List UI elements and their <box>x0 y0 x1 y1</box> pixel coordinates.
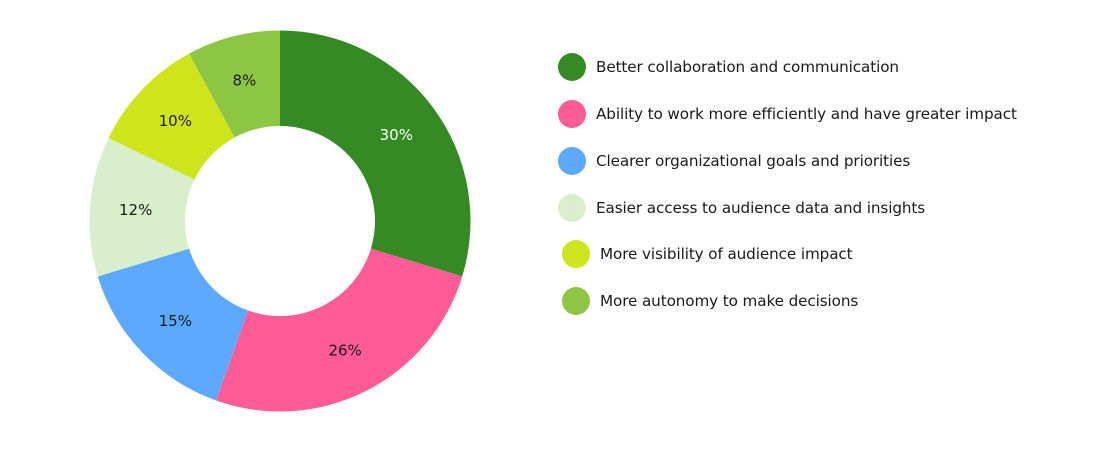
slice-percent-label: 26% <box>328 341 361 359</box>
donut-slices <box>89 30 471 412</box>
legend-label: Better collaboration and communication <box>596 58 899 76</box>
legend-swatch-icon <box>558 100 586 128</box>
slice-percent-label: 30% <box>380 126 413 144</box>
legend-label: Ability to work more efficiently and hav… <box>596 105 1017 123</box>
legend-item-autonomy: More autonomy to make decisions <box>562 286 858 316</box>
donut-slice <box>97 248 249 401</box>
legend-label: More visibility of audience impact <box>600 245 853 263</box>
donut-slice <box>216 248 463 412</box>
legend-item-goals: Clearer organizational goals and priorit… <box>558 146 910 176</box>
slice-percent-label: 15% <box>159 312 192 330</box>
donut-slice <box>280 30 471 277</box>
slice-percent-label: 10% <box>159 112 192 130</box>
legend-swatch-icon <box>558 53 586 81</box>
legend-swatch-icon <box>558 147 586 175</box>
legend-swatch-icon <box>562 240 590 268</box>
legend-label: Clearer organizational goals and priorit… <box>596 152 911 170</box>
legend-item-collaboration: Better collaboration and communication <box>558 52 899 82</box>
legend-swatch-icon <box>562 287 590 315</box>
legend-label: Easier access to audience data and insig… <box>596 199 926 217</box>
donut-labels: 30% 26% 15% 12% 10% 8% <box>119 72 413 360</box>
slice-percent-label: 8% <box>232 72 256 90</box>
legend-swatch-icon <box>558 194 586 222</box>
legend-item-audience-data: Easier access to audience data and insig… <box>558 193 925 223</box>
legend-item-efficiency: Ability to work more efficiently and hav… <box>558 99 1017 129</box>
legend-label: More autonomy to make decisions <box>600 292 859 310</box>
slice-percent-label: 12% <box>119 201 152 219</box>
donut-slice <box>189 30 280 138</box>
legend-item-visibility: More visibility of audience impact <box>562 239 853 269</box>
donut-slice <box>108 53 235 180</box>
donut-slice <box>89 137 195 277</box>
